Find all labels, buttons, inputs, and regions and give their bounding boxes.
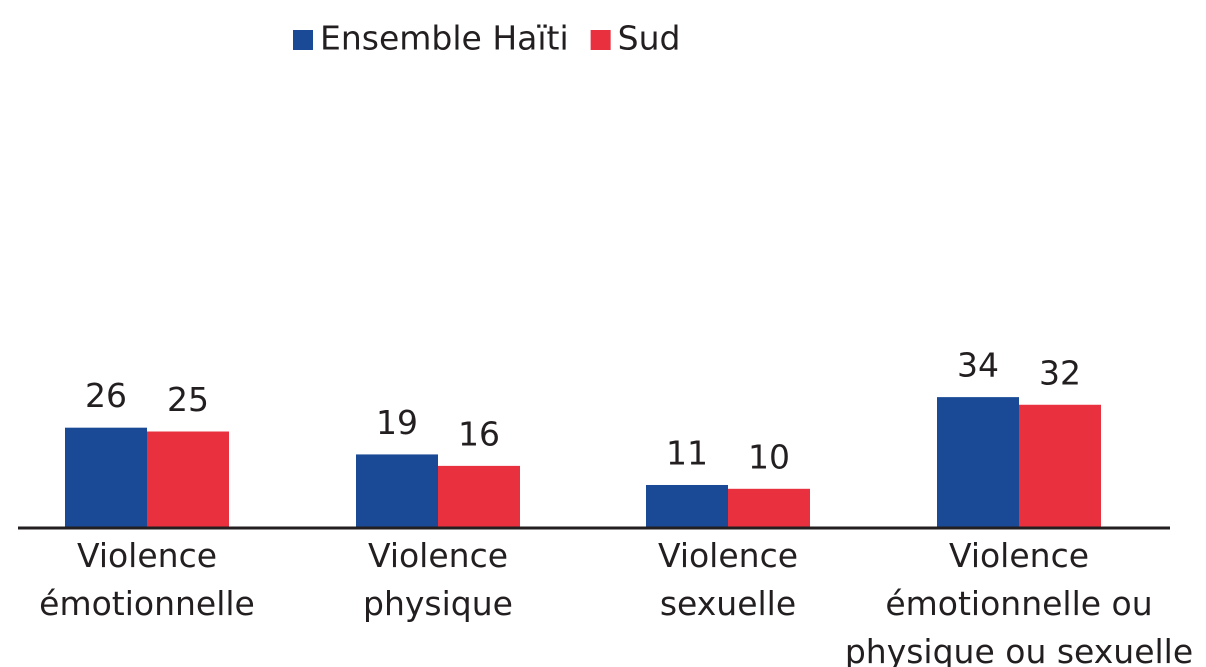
bar bbox=[646, 484, 728, 527]
x-tick-label: Violence sexuelle bbox=[658, 536, 798, 623]
x-tick-label: Violence physique bbox=[363, 536, 513, 623]
value-label: 11 bbox=[666, 433, 708, 472]
legend-swatch bbox=[293, 30, 313, 50]
value-label: 32 bbox=[1039, 353, 1081, 392]
x-tick-label: Violence émotionnelle bbox=[39, 536, 255, 623]
bar bbox=[147, 431, 229, 527]
value-label: 19 bbox=[376, 403, 418, 442]
legend-label: Ensemble Haïti bbox=[320, 19, 569, 58]
bar bbox=[65, 427, 147, 527]
legend-label: Sud bbox=[618, 19, 681, 58]
value-label: 10 bbox=[748, 437, 790, 476]
value-label: 34 bbox=[957, 346, 999, 385]
bar bbox=[438, 465, 520, 527]
bar bbox=[937, 397, 1019, 527]
x-tick-label: Violence émotionnelle ou physique ou sexue… bbox=[845, 536, 1193, 667]
value-label: 16 bbox=[458, 414, 500, 453]
value-label: 25 bbox=[167, 380, 209, 419]
value-label: 26 bbox=[85, 376, 127, 415]
bar bbox=[728, 488, 810, 527]
legend-swatch bbox=[590, 30, 611, 50]
bar bbox=[356, 454, 438, 527]
bar bbox=[1019, 404, 1101, 527]
